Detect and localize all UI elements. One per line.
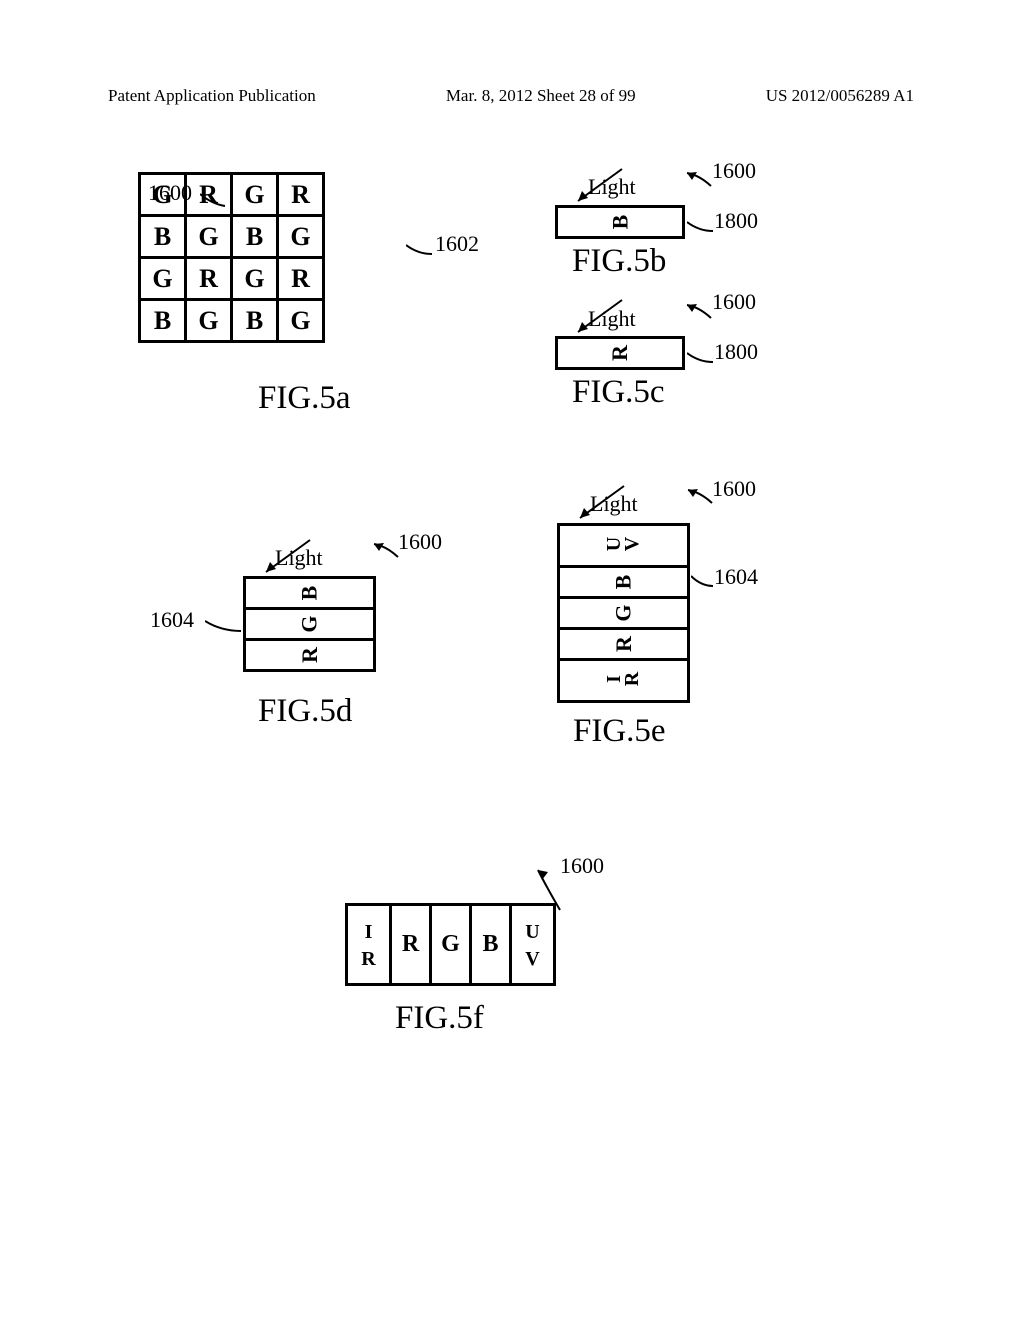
stack-cell: B <box>297 586 323 601</box>
leader-line-icon <box>691 572 715 590</box>
ref-1604-fig5d: 1604 <box>150 607 194 633</box>
fig5a-label: FIG.5a <box>258 380 351 417</box>
stack-cell: R <box>610 636 636 652</box>
horiz-cell: I R <box>361 921 375 970</box>
horiz-cell: R <box>391 905 431 985</box>
leader-line-icon <box>687 352 715 366</box>
grid-cell: G <box>278 216 324 258</box>
grid-cell: R <box>278 174 324 216</box>
grid-cell: G <box>186 216 232 258</box>
grid-cell: G <box>278 300 324 342</box>
fig5f-row: I R R G B U V <box>345 903 556 986</box>
grid-cell: R <box>278 258 324 300</box>
header-center: Mar. 8, 2012 Sheet 28 of 99 <box>446 86 636 106</box>
light-label-fig5b: Light <box>588 174 636 200</box>
leader-line-icon <box>686 488 714 506</box>
grid-cell: G <box>232 174 278 216</box>
grid-cell: G <box>140 258 186 300</box>
ref-1800-fig5c: 1800 <box>714 339 758 365</box>
fig5c-filter: R <box>555 336 685 370</box>
horiz-cell: G <box>431 905 471 985</box>
leader-line-icon <box>205 619 243 633</box>
ref-1600-fig5f: 1600 <box>560 853 604 879</box>
fig5b-label: FIG.5b <box>572 243 666 280</box>
page-header: Patent Application Publication Mar. 8, 2… <box>0 86 1024 106</box>
leader-line-icon <box>406 244 434 258</box>
ref-1600-fig5e: 1600 <box>712 476 756 502</box>
leader-line-icon <box>685 171 713 189</box>
grid-cell: G <box>140 174 186 216</box>
light-label-fig5d: Light <box>275 545 323 571</box>
filter-letter: B <box>607 215 633 230</box>
fig5f-label: FIG.5f <box>395 1000 484 1037</box>
ref-1600-fig5b: 1600 <box>712 158 756 184</box>
ref-1602-fig5a: 1602 <box>435 231 479 257</box>
grid-cell: R <box>186 174 232 216</box>
leader-line-icon <box>685 303 713 321</box>
horiz-cell: B <box>471 905 511 985</box>
fig5c-label: FIG.5c <box>572 374 665 411</box>
stack-cell: G <box>297 615 323 632</box>
stack-cell: B <box>611 575 637 590</box>
header-right: US 2012/0056289 A1 <box>766 86 914 106</box>
ref-1600-fig5d: 1600 <box>398 529 442 555</box>
fig5e-label: FIG.5e <box>573 713 666 750</box>
filter-letter: R <box>607 345 633 361</box>
light-label-fig5e: Light <box>590 491 638 517</box>
horiz-cell: U V <box>525 921 539 970</box>
grid-cell: R <box>186 258 232 300</box>
ref-1800-fig5b: 1800 <box>714 208 758 234</box>
leader-line-icon <box>372 542 400 560</box>
fig5e-stack: U V B G R I R <box>557 523 690 703</box>
stack-cell: G <box>611 604 637 621</box>
fig5d-stack: B G R <box>243 576 376 672</box>
leader-line-icon <box>687 221 715 235</box>
fig5a-grid: G R G R B G B G G R G R B G B G <box>138 172 325 343</box>
header-left: Patent Application Publication <box>108 86 316 106</box>
grid-cell: B <box>232 216 278 258</box>
grid-cell: G <box>232 258 278 300</box>
ref-1604-fig5e: 1604 <box>714 564 758 590</box>
stack-cell: U V <box>605 537 641 551</box>
light-label-fig5c: Light <box>588 306 636 332</box>
grid-cell: G <box>186 300 232 342</box>
fig5d-label: FIG.5d <box>258 693 352 730</box>
ref-1600-fig5c: 1600 <box>712 289 756 315</box>
stack-cell: R <box>296 647 322 663</box>
fig5b-filter: B <box>555 205 685 239</box>
stack-cell: I R <box>605 672 641 686</box>
grid-cell: B <box>140 216 186 258</box>
grid-cell: B <box>232 300 278 342</box>
grid-cell: B <box>140 300 186 342</box>
